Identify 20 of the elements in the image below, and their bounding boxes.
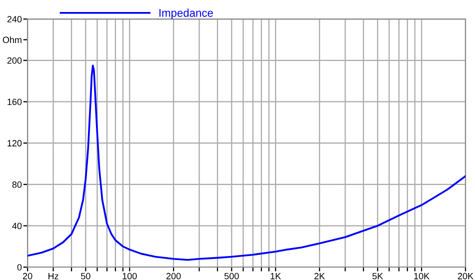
y-tick-label: 80 [12,181,22,188]
x-tick-label: 500 [224,272,239,280]
x-tick-label: 1K [270,273,281,280]
y-tick-label: 0 [17,264,22,270]
x-tick-label: 2K [314,272,325,280]
x-tick-label: 200 [166,272,181,280]
x-tick-label: 50 [80,272,90,280]
y-tick-label: 200 [7,57,22,64]
x-tick-label: 100 [122,272,137,280]
y-tick-label: 160 [8,98,22,106]
text: Impedance [159,8,213,20]
x-tick-label: Hz [48,273,58,280]
x-tick-label: 20 [22,272,32,280]
x-tick-label: 20K [458,272,474,280]
x-tick-label: 5K [372,273,384,280]
y-tick-label: 120 [8,140,22,146]
y-tick-label: 240 [7,16,22,22]
y-tick-label: 40 [12,222,22,230]
y-tick-label: Ohm [2,36,22,44]
x-tick-label: 10K [414,272,430,280]
